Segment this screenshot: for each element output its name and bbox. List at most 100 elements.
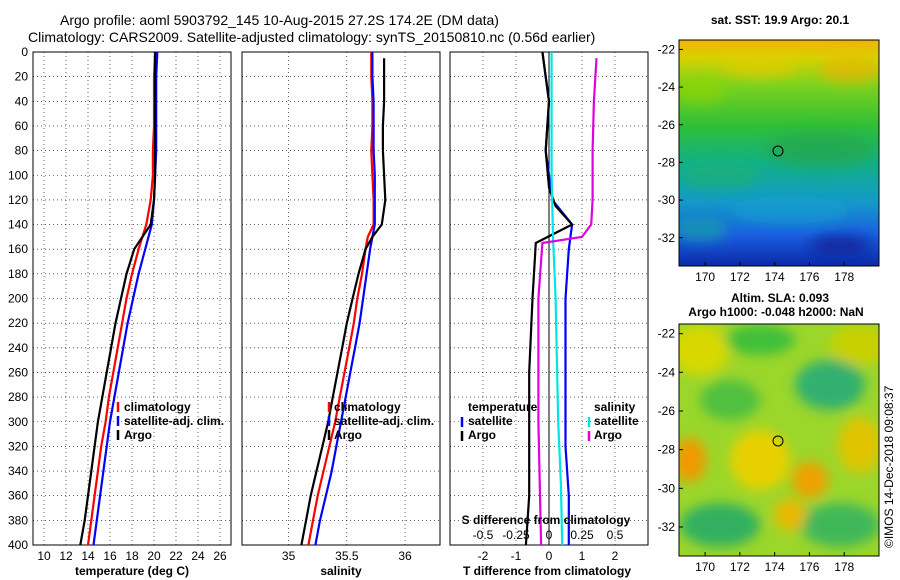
map-x-tick-label: 178 <box>834 270 854 284</box>
map-x-tick-label: 170 <box>695 560 715 574</box>
temperature-xlabel: temperature (deg C) <box>75 564 189 578</box>
sst-y-tick-labels: -22 -24 -26 -28 -30 -32 <box>658 42 683 245</box>
depth-tick-label: 200 <box>8 292 28 306</box>
map-x-tick-label: 178 <box>834 560 854 574</box>
series-line-argo <box>300 58 387 545</box>
x-tick-label: 0 <box>546 549 553 563</box>
sla-y-tick-labels: -22 -24 -26 -28 -30 -32 <box>658 327 683 534</box>
map-x-tick-label: 174 <box>765 270 785 284</box>
x-tick-label: 12 <box>59 549 73 563</box>
temperature-tick-labels: 10 12 14 16 18 20 22 24 26 <box>37 549 227 563</box>
x-tick-label: 26 <box>213 549 227 563</box>
depth-tick-label: 320 <box>8 439 28 453</box>
series-line-argo <box>79 52 157 545</box>
s-tick-label: -0.5 <box>473 528 494 542</box>
x-tick-label: 22 <box>169 549 183 563</box>
map-y-tick-label: -30 <box>658 481 676 495</box>
series-line-satellite-adj-clim- <box>314 52 376 545</box>
sla-map-title-line1: Altim. SLA: 0.093 <box>731 291 829 305</box>
depth-tick-label: 240 <box>8 341 28 355</box>
map-x-tick-label: 172 <box>730 560 750 574</box>
sst-map <box>679 40 879 266</box>
temperature-grid <box>33 52 231 545</box>
map-x-tick-label: 172 <box>730 270 750 284</box>
depth-tick-label: 300 <box>8 415 28 429</box>
figure-title-line2: Climatology: CARS2009. Satellite-adjuste… <box>28 29 595 45</box>
depth-tick-label: 0 <box>21 45 28 59</box>
map-y-tick-label: -28 <box>658 155 676 169</box>
sla-map <box>679 324 879 556</box>
sst-x-tick-labels: 170 172 174 176 178 <box>695 262 855 284</box>
depth-tick-label: 340 <box>8 464 28 478</box>
difference-legend: temperature satellite Argo salinity sate… <box>460 400 639 442</box>
difference-tick-labels: -2 -1 0 1 2 <box>478 549 619 563</box>
sst-texture <box>679 53 879 255</box>
temperature-legend: climatology satellite-adj. clim. Argo <box>116 400 224 442</box>
depth-tick-label: 180 <box>8 267 28 281</box>
sst-argo-marker <box>772 145 784 157</box>
x-tick-label: 35 <box>282 549 296 563</box>
depth-tick-label: 280 <box>8 390 28 404</box>
sst-map-title: sat. SST: 19.9 Argo: 20.1 <box>711 13 850 27</box>
x-tick-label: 20 <box>147 549 161 563</box>
map-x-tick-label: 176 <box>799 270 819 284</box>
depth-tick-label: 20 <box>15 70 29 84</box>
x-tick-label: 35.5 <box>335 549 359 563</box>
s-tick-label: 0 <box>546 528 553 542</box>
depth-tick-label: 220 <box>8 316 28 330</box>
series-line-climatology <box>86 52 157 545</box>
x-tick-label: 2 <box>612 549 619 563</box>
map-y-tick-label: -28 <box>658 443 676 457</box>
map-x-tick-label: 170 <box>695 270 715 284</box>
map-y-tick-label: -32 <box>658 520 676 534</box>
legend-s-argo: Argo <box>594 428 622 442</box>
s-difference-tick-labels: -0.5 -0.25 0 0.25 0.5 <box>473 528 624 542</box>
salinity-tick-labels: 35 35.5 36 <box>282 549 412 563</box>
x-tick-label: 10 <box>37 549 51 563</box>
depth-tick-label: 400 <box>8 538 28 552</box>
x-tick-label: -1 <box>511 549 522 563</box>
map-y-tick-label: -32 <box>658 231 676 245</box>
x-tick-label: 1 <box>579 549 586 563</box>
imos-watermark: ©IMOS 14-Dec-2018 09:08:37 <box>882 385 896 548</box>
legend-argo: Argo <box>334 428 362 442</box>
legend-s-satellite: satellite <box>594 414 639 428</box>
salinity-xlabel: salinity <box>320 564 362 578</box>
depth-tick-label: 380 <box>8 513 28 527</box>
difference-xlabel: T difference from climatology <box>463 564 631 578</box>
depth-tick-labels: 0 20 40 60 80 100 120 140 160 180 200 220 240 260 280 3… <box>8 45 28 552</box>
difference-grid <box>450 52 648 545</box>
legend-temperature-title: temperature <box>468 400 538 414</box>
x-tick-label: 14 <box>81 549 95 563</box>
depth-tick-label: 160 <box>8 242 28 256</box>
map-y-tick-label: -24 <box>658 365 676 379</box>
x-tick-label: 36 <box>398 549 412 563</box>
legend-salinity-title: salinity <box>594 400 636 414</box>
legend-t-argo: Argo <box>468 428 496 442</box>
difference-lines <box>524 52 598 545</box>
depth-tick-label: 140 <box>8 218 28 232</box>
depth-tick-label: 100 <box>8 168 28 182</box>
map-y-tick-label: -30 <box>658 193 676 207</box>
x-tick-label: 24 <box>191 549 205 563</box>
map-y-tick-label: -22 <box>658 42 676 56</box>
series-line-climatology <box>307 52 375 545</box>
depth-tick-label: 80 <box>15 144 29 158</box>
sla-map-title-line2: Argo h1000: -0.048 h2000: NaN <box>688 305 863 319</box>
map-y-tick-label: -24 <box>658 80 676 94</box>
map-y-tick-label: -26 <box>658 118 676 132</box>
legend-satellite-adj: satellite-adj. clim. <box>334 414 434 428</box>
map-y-tick-label: -26 <box>658 404 676 418</box>
s-tick-label: 0.5 <box>607 528 624 542</box>
s-tick-label: -0.25 <box>502 528 530 542</box>
depth-tick-label: 120 <box>8 193 28 207</box>
depth-tick-label: 360 <box>8 489 28 503</box>
salinity-lines <box>300 52 387 545</box>
series-line-salinity-argo <box>537 58 598 545</box>
map-y-tick-label: -22 <box>658 327 676 341</box>
x-tick-label: 16 <box>103 549 117 563</box>
series-line-salinity-satellite <box>550 52 564 545</box>
sst-map-frame <box>678 39 880 267</box>
legend-t-satellite: satellite <box>468 414 513 428</box>
